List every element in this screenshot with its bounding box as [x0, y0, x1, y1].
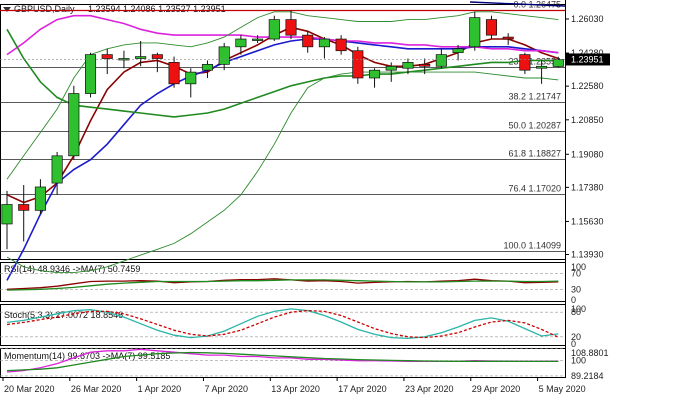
candle-body — [235, 38, 247, 48]
fib-level-label: 50.0 1.20287 — [508, 121, 561, 131]
candle-body — [352, 50, 364, 79]
symbol-title: GBPUSD,Daily — [14, 4, 75, 14]
indicator-line — [6, 351, 559, 372]
current-price-tag — [566, 53, 610, 66]
ohlc-readout: 1.23594 1.24086 1.23527 1.23951 — [88, 4, 226, 14]
candle-body — [218, 46, 230, 65]
candle-body — [485, 19, 498, 36]
date-tick-label: 1 Apr 2020 — [138, 384, 182, 394]
candle-body — [268, 19, 280, 40]
fib-level-label: 76.4 1.17020 — [508, 184, 561, 194]
candle-body — [519, 54, 531, 71]
candle-body — [201, 63, 214, 71]
candle-body — [34, 186, 46, 211]
indicator-tick-label: 89.2184 — [571, 371, 604, 381]
indicator-tick-label: 80 — [571, 307, 581, 317]
candle-body — [502, 36, 514, 40]
candle-body — [18, 204, 30, 211]
candle-body — [419, 63, 431, 67]
candle-body — [252, 38, 264, 41]
moving-average-line — [6, 11, 559, 180]
date-tick-label: 7 Apr 2020 — [204, 384, 248, 394]
candle-body — [1, 204, 13, 225]
indicator-tick-label: 100 — [571, 304, 586, 314]
candle-body — [469, 17, 481, 48]
indicator-tick-label: 20 — [571, 332, 581, 342]
date-tick-label: 5 May 2020 — [539, 384, 586, 394]
fib-level-label: 23.6 1.23554 — [508, 57, 561, 67]
collapse-triangle-icon[interactable] — [3, 7, 11, 12]
candle-body — [435, 54, 447, 67]
fib-level-label: 38.2 1.21747 — [508, 92, 561, 102]
indicator-tick-label: 100 — [571, 356, 586, 366]
candle-body — [85, 54, 97, 94]
rsi-title: RSI(14) 48.9346 ->MA(7) 50.7459 — [4, 264, 140, 274]
price-tick-label: 1.13930 — [571, 250, 604, 260]
price-tick-label: 1.17380 — [571, 182, 604, 192]
price-tick-label: 1.26030 — [571, 14, 604, 24]
indicator-line — [6, 279, 559, 291]
momentum-title: Momentum(14) 99.6703 ->MA(7) 99.5185 — [4, 351, 170, 361]
candle-body — [452, 48, 464, 54]
indicator-tick-label: 0 — [571, 339, 576, 349]
candle-body — [552, 59, 564, 67]
candle-body — [68, 93, 80, 157]
candle-body — [285, 19, 297, 36]
date-tick-label: 23 Apr 2020 — [405, 384, 454, 394]
price-tick-label: 1.22580 — [571, 81, 604, 91]
date-tick-label: 17 Apr 2020 — [338, 384, 387, 394]
date-tick-label: 13 Apr 2020 — [271, 384, 320, 394]
price-tick-label: 1.24280 — [571, 48, 604, 58]
indicator-line — [6, 309, 559, 339]
candle-body — [302, 34, 314, 48]
candle-body — [369, 69, 381, 79]
indicator-line — [6, 278, 559, 290]
moving-average-line — [6, 71, 559, 274]
indicator-tick-label: 108.8801 — [571, 348, 609, 358]
candle-body — [402, 62, 414, 69]
candle-body — [151, 54, 163, 59]
date-tick-label: 20 Mar 2020 — [4, 384, 55, 394]
candle-body — [385, 65, 397, 71]
date-tick-label: 26 Mar 2020 — [71, 384, 122, 394]
indicator-tick-label: 70 — [571, 269, 581, 279]
date-tick-label: 29 Apr 2020 — [472, 384, 521, 394]
trend-line — [469, 1, 566, 7]
candle-body — [101, 54, 113, 59]
indicator-tick-label: 30 — [571, 284, 581, 294]
candle-body — [51, 155, 63, 184]
candle-body — [185, 71, 197, 85]
moving-average-line — [6, 38, 559, 281]
candle-body — [536, 65, 548, 69]
candle-body — [168, 62, 180, 85]
candle-body — [135, 56, 147, 59]
price-tick-label: 1.15630 — [571, 216, 604, 226]
price-tick-label: 1.19080 — [571, 149, 604, 159]
indicator-tick-label: 100 — [571, 262, 586, 272]
moving-average-line — [6, 28, 559, 118]
current-price-label: 1.23951 — [571, 54, 604, 64]
fib-level-label: 61.8 1.18827 — [508, 149, 561, 159]
indicator-tick-label: 0 — [571, 295, 576, 305]
moving-average-line — [6, 14, 559, 56]
price-tick-label: 1.20850 — [571, 115, 604, 125]
candle-body — [318, 38, 330, 48]
fib-level-label: 100.0 1.14099 — [503, 241, 561, 251]
stoch-title: Stoch(5,3,3) 27.0072 18.8546 — [4, 310, 123, 320]
candle-body — [335, 38, 347, 52]
